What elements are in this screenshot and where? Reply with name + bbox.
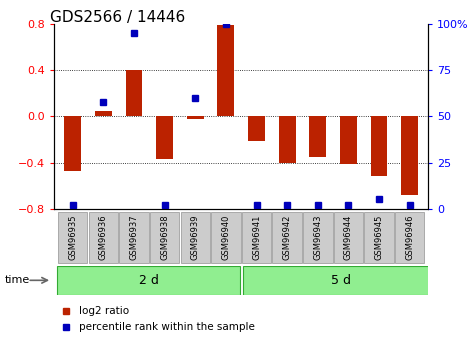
Bar [371,117,387,176]
FancyBboxPatch shape [242,211,271,263]
Bar [218,25,234,117]
Text: percentile rank within the sample: percentile rank within the sample [79,323,254,333]
FancyBboxPatch shape [150,211,179,263]
Bar [64,117,81,171]
Text: GDS2566 / 14446: GDS2566 / 14446 [50,10,185,25]
Bar [279,117,296,162]
Text: GSM96945: GSM96945 [375,215,384,260]
Text: 5 d: 5 d [331,274,351,287]
Text: time: time [5,275,30,285]
Bar [95,111,112,117]
FancyBboxPatch shape [119,211,149,263]
Text: GSM96942: GSM96942 [283,215,292,260]
FancyBboxPatch shape [272,211,302,263]
FancyBboxPatch shape [364,211,394,263]
Bar [187,117,204,119]
Text: GSM96937: GSM96937 [130,214,139,260]
Bar [248,117,265,141]
Text: GSM96936: GSM96936 [99,214,108,260]
Text: GSM96946: GSM96946 [405,215,414,260]
FancyBboxPatch shape [57,266,240,295]
FancyBboxPatch shape [303,211,333,263]
Text: 2 d: 2 d [139,274,158,287]
FancyBboxPatch shape [211,211,241,263]
FancyBboxPatch shape [181,211,210,263]
Text: GSM96939: GSM96939 [191,215,200,260]
Bar [340,117,357,164]
Text: log2 ratio: log2 ratio [79,306,129,316]
FancyBboxPatch shape [89,211,118,263]
Text: GSM96941: GSM96941 [252,215,261,260]
Bar [309,117,326,157]
FancyBboxPatch shape [58,211,88,263]
FancyBboxPatch shape [334,211,363,263]
Bar [401,117,418,195]
Text: GSM96935: GSM96935 [68,215,77,260]
Text: GSM96938: GSM96938 [160,214,169,260]
Text: GSM96944: GSM96944 [344,215,353,260]
FancyBboxPatch shape [395,211,424,263]
Text: GSM96943: GSM96943 [313,215,322,260]
Bar [156,117,173,159]
Text: GSM96940: GSM96940 [221,215,230,260]
Bar [126,70,142,117]
FancyBboxPatch shape [243,266,439,295]
